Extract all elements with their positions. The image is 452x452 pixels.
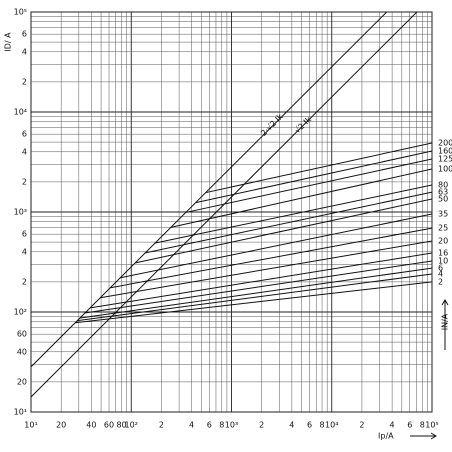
legend-label: 4 (438, 269, 443, 278)
legend-label: 50 (438, 194, 448, 203)
y-tick-label: 6 (22, 130, 27, 139)
x-tick-label: 8 (420, 421, 425, 430)
y-tick-label: 10⁴ (14, 108, 27, 117)
series-line (74, 281, 432, 324)
x-tick-label: 6 (307, 421, 312, 430)
legend-label: 35 (438, 209, 448, 218)
legend-label: 25 (438, 224, 448, 233)
x-tick-label: 4 (289, 421, 294, 430)
series-line (185, 158, 432, 213)
series-line (80, 267, 432, 319)
series-line (100, 240, 432, 299)
y-tick-label: 4 (22, 47, 27, 56)
y-tick-label: 2 (22, 277, 27, 286)
y-tick-label: 4 (22, 247, 27, 256)
x-tick-label: 8 (319, 421, 324, 430)
series-line (155, 184, 432, 244)
x-tick-label: 10² (125, 421, 138, 430)
x-arrow (410, 432, 437, 440)
y2-arrow (441, 299, 449, 350)
legend-label: 200 (438, 138, 452, 147)
legend-label: 160 (438, 147, 452, 156)
x-tick-label: 60 (104, 421, 114, 430)
legend-label: 16 (438, 249, 448, 258)
x-tick-label: 6 (407, 421, 412, 430)
series-line (90, 252, 432, 309)
grid (30, 11, 433, 413)
x-tick-label: 10⁵ (425, 421, 438, 430)
y-tick-label: 10² (14, 308, 27, 317)
lines (31, 12, 432, 398)
x-tick-label: 4 (189, 421, 194, 430)
x-tick-label: 20 (56, 421, 66, 430)
y-tick-label: 4 (22, 147, 27, 156)
legend-label: 100 (438, 165, 452, 174)
x-tick-label: 10¹ (24, 421, 37, 430)
series-line (145, 191, 432, 254)
x-tick-label: 2 (259, 421, 264, 430)
y-tick-label: 10³ (14, 208, 27, 217)
legend-label: 20 (438, 236, 448, 245)
x-tick-label: 6 (207, 421, 212, 430)
series-line (85, 260, 432, 314)
legend-label: 125 (438, 154, 452, 163)
y-axis-label: ID/ A (4, 32, 13, 52)
y-tick-label: 10⁵ (14, 8, 27, 17)
series-line (120, 213, 432, 279)
series-line (205, 142, 432, 194)
series-line (77, 273, 432, 322)
x-tick-label: 2 (159, 421, 164, 430)
legend-label: 6 (438, 264, 443, 273)
x-axis-label: Ip/A (378, 432, 394, 441)
legend-label: 80 (438, 181, 448, 190)
x-tick-label: 80 (116, 421, 126, 430)
x-tick-label: 8 (219, 421, 224, 430)
y-tick-label: 2 (22, 77, 27, 86)
series-line (135, 198, 432, 264)
y-tick-label: 6 (22, 30, 27, 39)
y-tick-label: 40 (17, 347, 27, 356)
x-tick-label: 10³ (225, 421, 238, 430)
legend-label: 63 (438, 188, 448, 197)
x-tick-label: 10⁴ (325, 421, 338, 430)
x-tick-label: 40 (86, 421, 96, 430)
series-line (170, 168, 432, 228)
legend-label: 10 (438, 256, 448, 265)
y-tick-label: 60 (17, 330, 27, 339)
y-tick-label: 6 (22, 230, 27, 239)
y-tick-label: 20 (17, 377, 27, 386)
x-tick-label: 4 (390, 421, 395, 430)
y-tick-label: 10¹ (14, 408, 27, 417)
legend-label: 2 (438, 277, 443, 286)
y-tick-label: 2 (22, 177, 27, 186)
series-line (110, 227, 432, 289)
x-tick-label: 2 (359, 421, 364, 430)
series-line (195, 150, 432, 204)
ik-line (31, 12, 388, 368)
